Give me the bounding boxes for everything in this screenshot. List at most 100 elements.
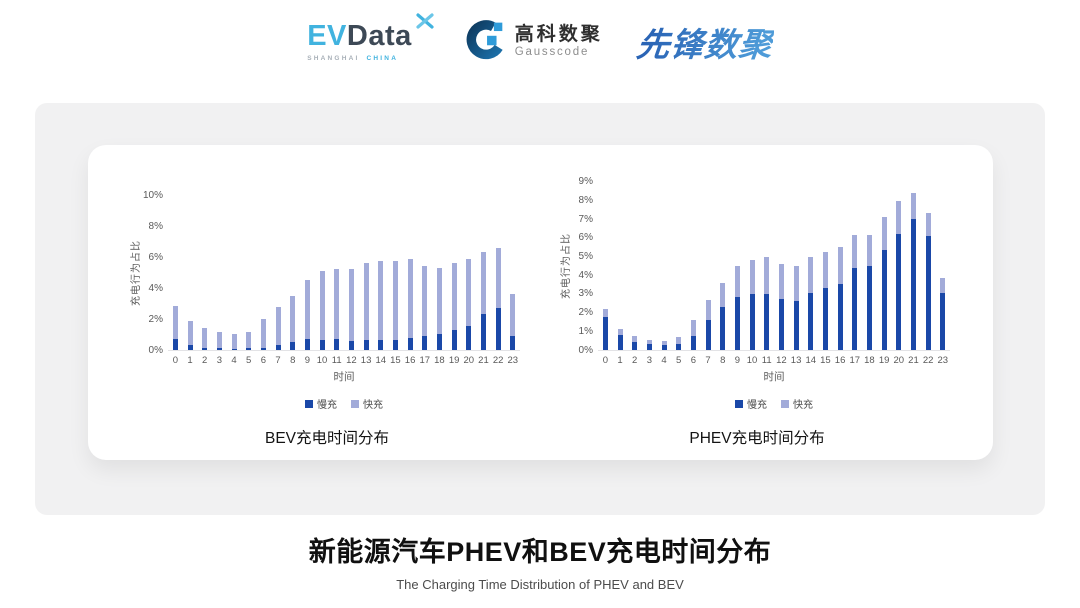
bar-hour-5 — [671, 183, 686, 350]
x-tick-label: 11 — [331, 355, 342, 366]
slow-charge-segment — [793, 301, 799, 350]
evdata-subtitle: SHANGHAI CHINA — [307, 55, 432, 62]
x-tick-label: 9 — [304, 355, 311, 366]
chart-title: PHEV充电时间分布 — [689, 430, 825, 447]
charts-panel: 充电行为占比 0% 2% 4% 6% 8% 10% 0 1 2 3 4 5 6 7 8 9 10 11 12 13 14 1… — [35, 103, 1045, 515]
fast-charge-segment — [260, 319, 266, 348]
plot: 充电行为占比 0% 2% 4% 6% 8% 10% — [131, 190, 520, 356]
fast-charge-segment — [881, 217, 887, 250]
fast-charge-segment — [304, 279, 310, 340]
slow-charge-segment — [764, 293, 770, 350]
x-tick-label: 23 — [507, 355, 519, 366]
slow-charge-segment — [822, 288, 828, 350]
slow-charge-segment — [407, 337, 413, 350]
slow-charge-segment — [837, 283, 843, 350]
bar-hour-20 — [891, 183, 906, 350]
bar-hour-6 — [686, 183, 701, 350]
main-subtitle: The Charging Time Distribution of PHEV a… — [396, 577, 684, 592]
fast-charge-segment — [451, 263, 457, 330]
x-tick-label: 12 — [346, 355, 357, 366]
bar-hour-7 — [701, 183, 716, 350]
bar-hour-15 — [818, 183, 833, 350]
fast-charge-segment — [940, 278, 946, 293]
x-axis-title: 时间 — [333, 371, 355, 383]
x-tick-label: 0 — [602, 355, 608, 366]
x-tick-label: 5 — [676, 355, 682, 366]
x-tick-label: 11 — [761, 355, 772, 366]
x-axis-title: 时间 — [763, 371, 785, 383]
bar-hour-18 — [862, 183, 877, 350]
fast-charge-segment — [422, 265, 428, 336]
evdata-china-text: CHINA — [366, 55, 399, 62]
slow-charge-segment — [334, 339, 340, 350]
bar-hour-1 — [183, 196, 198, 350]
x-tick-label: 10 — [746, 355, 758, 366]
bars-group — [168, 196, 520, 350]
bar-hour-19 — [447, 196, 462, 350]
slow-charge-segment — [661, 345, 667, 350]
slow-charge-segment — [734, 296, 740, 350]
y-tick-label: 0% — [148, 344, 163, 356]
plot-area: 充电行为占比 0% 2% 4% 6% 8% 10% — [131, 175, 520, 356]
fast-charge-segment — [202, 327, 208, 348]
fast-charge-segment — [749, 260, 755, 294]
gausscode-text: 高科数聚 Gausscode — [515, 25, 603, 59]
evdata-shanghai-text: SHANGHAI — [307, 55, 360, 62]
x-tick-label: 22 — [922, 355, 934, 366]
x-tick-label: 12 — [776, 355, 787, 366]
slow-charge-segment — [896, 234, 902, 350]
slow-charge-segment — [451, 329, 457, 350]
x-tick-label: 2 — [632, 355, 638, 366]
chart-bev: 充电行为占比 0% 2% 4% 6% 8% 10% 0 1 2 3 4 5 6 7 8 9 10 11 12 13 14 1… — [100, 175, 530, 460]
x-tick-label: 21 — [478, 355, 489, 366]
x-tick-label: 20 — [893, 355, 905, 366]
plot-area: 充电行为占比 0% 1% 2% 3% 4% 5% 6% 7% 8% 9% — [561, 175, 950, 356]
legend-label: 慢充 — [747, 400, 767, 411]
fast-charge-segment — [407, 259, 413, 338]
bar-hour-17 — [847, 183, 862, 350]
x-tick-label: 4 — [661, 355, 667, 366]
legend-swatch-icon — [781, 399, 789, 408]
slow-charge-segment — [290, 342, 296, 350]
x-tick-label: 16 — [404, 355, 416, 366]
bar-hour-13 — [789, 183, 804, 350]
fast-charge-segment — [246, 332, 252, 349]
fast-charge-segment — [632, 336, 638, 342]
sparkle-x-icon — [416, 12, 434, 35]
legend: 慢充 快充 — [168, 396, 520, 411]
main-title: 新能源汽车PHEV和BEV充电时间分布 — [308, 537, 772, 567]
plot: 充电行为占比 0% 1% 2% 3% 4% 5% 6% 7% 8% 9% — [561, 176, 950, 356]
bar-hour-1 — [613, 183, 628, 350]
x-tick-label: 1 — [187, 355, 193, 366]
fast-charge-segment — [378, 260, 384, 340]
x-tick-label: 7 — [705, 355, 711, 366]
fast-charge-segment — [837, 247, 843, 284]
x-tick-label: 14 — [375, 355, 387, 366]
fast-charge-segment — [676, 336, 682, 345]
fast-charge-segment — [646, 339, 652, 345]
fast-charge-segment — [764, 256, 770, 294]
evdata-ev-text: EV — [307, 20, 347, 52]
bar-hour-11 — [759, 183, 774, 350]
x-tick-label: 6 — [260, 355, 267, 366]
fast-charge-segment — [319, 270, 325, 340]
slow-charge-segment — [881, 250, 887, 350]
bar-hour-0 — [598, 183, 613, 350]
legend-label: 慢充 — [317, 400, 337, 411]
slow-charge-segment — [646, 344, 652, 350]
bar-hour-16 — [403, 196, 418, 350]
x-tick-label: 7 — [275, 355, 281, 366]
pioneer-data-logo: 先锋数聚 — [634, 18, 775, 66]
x-tick-label: 18 — [434, 355, 445, 366]
slow-charge-segment — [910, 219, 916, 350]
bar-hour-4 — [657, 183, 672, 350]
slow-charge-segment — [187, 345, 193, 350]
x-tick-label: 17 — [849, 355, 861, 366]
fast-charge-segment — [348, 269, 354, 341]
fast-charge-segment — [866, 235, 872, 266]
legend-swatch-icon — [351, 399, 359, 408]
bar-hour-18 — [432, 196, 447, 350]
x-tick-labels: 0 1 2 3 4 5 6 7 8 9 10 11 12 13 14 15 16 17 18 19 20 21 22 23 — [598, 355, 950, 366]
fast-charge-segment — [734, 265, 740, 297]
legend-swatch-icon — [305, 399, 313, 408]
